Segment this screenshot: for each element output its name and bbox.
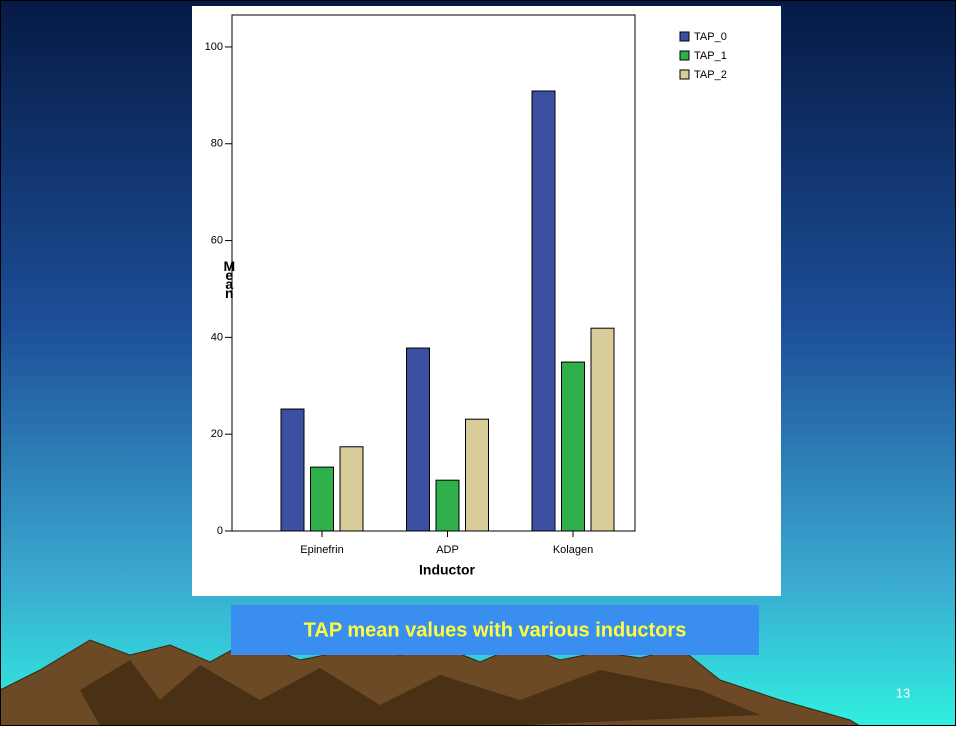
y-axis-title: Mean (221, 258, 237, 298)
x-tick-label: ADP (436, 544, 459, 556)
bar (340, 447, 363, 531)
bar (407, 348, 430, 531)
legend-swatch (680, 51, 689, 60)
x-tick-label: Epinefrin (300, 544, 343, 556)
legend-label: TAP_1 (694, 50, 727, 62)
y-tick-label: 100 (205, 41, 223, 53)
x-axis-title: Inductor (419, 562, 476, 578)
bar (532, 91, 555, 531)
legend-swatch (680, 70, 689, 79)
y-tick-label: 40 (211, 331, 223, 343)
legend-swatch (680, 32, 689, 41)
bar (591, 328, 614, 531)
page: Inductor Mean TAP mean values with vario… (0, 0, 956, 731)
y-tick-label: 20 (211, 428, 223, 440)
legend-label: TAP_2 (694, 69, 727, 81)
x-tick-label: Kolagen (553, 544, 593, 556)
caption: TAP mean values with various inductors (304, 619, 687, 641)
y-tick-label: 0 (217, 525, 223, 537)
bar (466, 419, 489, 531)
slide: Inductor Mean TAP mean values with vario… (0, 0, 956, 726)
bar (281, 409, 304, 531)
y-tick-label: 80 (211, 138, 223, 150)
y-tick-label: 60 (211, 234, 223, 246)
legend-label: TAP_0 (694, 31, 727, 43)
bar (436, 480, 459, 531)
slide-number: 13 (896, 685, 910, 700)
bar (311, 467, 334, 531)
bar (562, 362, 585, 531)
